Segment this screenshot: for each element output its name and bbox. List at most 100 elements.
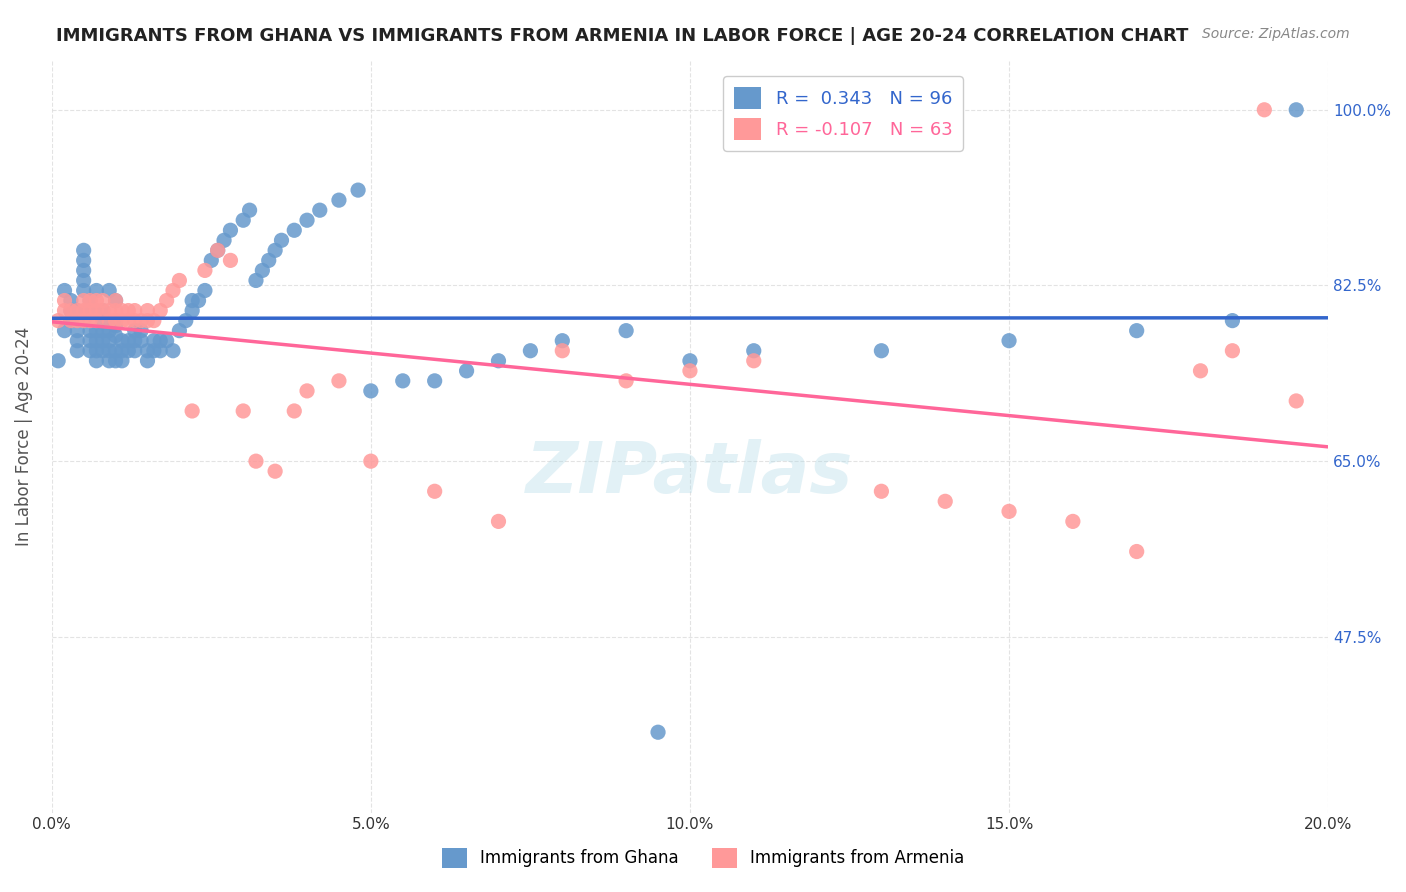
Point: [46, 313, 69, 327]
Point: [156, 334, 179, 348]
Point: [245, 454, 267, 468]
Point: [104, 353, 127, 368]
Point: [391, 374, 413, 388]
Point: [295, 213, 318, 227]
Point: [181, 293, 204, 308]
Point: [679, 353, 702, 368]
Point: [73, 263, 96, 277]
Point: [647, 725, 669, 739]
Point: [283, 404, 305, 418]
Point: [200, 253, 222, 268]
Point: [998, 504, 1021, 518]
Point: [98, 353, 121, 368]
Point: [162, 284, 184, 298]
Point: [104, 293, 127, 308]
Point: [519, 343, 541, 358]
Point: [212, 233, 235, 247]
Point: [219, 253, 242, 268]
Point: [1125, 324, 1147, 338]
Point: [66, 303, 89, 318]
Point: [86, 303, 108, 318]
Point: [136, 343, 159, 358]
Point: [207, 244, 229, 258]
Point: [169, 273, 191, 287]
Point: [679, 364, 702, 378]
Point: [423, 374, 446, 388]
Point: [91, 324, 114, 338]
Point: [59, 293, 82, 308]
Text: IMMIGRANTS FROM GHANA VS IMMIGRANTS FROM ARMENIA IN LABOR FORCE | AGE 20-24 CORR: IMMIGRANTS FROM GHANA VS IMMIGRANTS FROM…: [56, 27, 1188, 45]
Point: [347, 183, 370, 197]
Legend: Immigrants from Ghana, Immigrants from Armenia: Immigrants from Ghana, Immigrants from A…: [434, 841, 972, 875]
Point: [124, 313, 146, 327]
Point: [1253, 103, 1275, 117]
Point: [73, 284, 96, 298]
Point: [111, 353, 134, 368]
Point: [53, 324, 76, 338]
Point: [328, 193, 350, 207]
Point: [1222, 313, 1244, 327]
Point: [551, 343, 574, 358]
Point: [124, 303, 146, 318]
Point: [59, 313, 82, 327]
Point: [98, 334, 121, 348]
Point: [86, 324, 108, 338]
Point: [66, 334, 89, 348]
Point: [59, 303, 82, 318]
Point: [142, 343, 165, 358]
Point: [998, 334, 1021, 348]
Point: [1062, 515, 1084, 529]
Point: [66, 313, 89, 327]
Point: [252, 263, 274, 277]
Point: [156, 293, 179, 308]
Point: [117, 313, 139, 327]
Point: [308, 203, 330, 218]
Point: [79, 293, 101, 308]
Point: [245, 273, 267, 287]
Point: [551, 334, 574, 348]
Point: [264, 244, 287, 258]
Point: [1285, 393, 1308, 408]
Point: [270, 233, 292, 247]
Point: [111, 313, 134, 327]
Point: [46, 353, 69, 368]
Point: [136, 353, 159, 368]
Point: [86, 293, 108, 308]
Point: [934, 494, 956, 508]
Point: [73, 244, 96, 258]
Point: [104, 313, 127, 327]
Point: [239, 203, 262, 218]
Point: [73, 293, 96, 308]
Point: [742, 343, 765, 358]
Point: [53, 293, 76, 308]
Point: [194, 263, 217, 277]
Point: [66, 343, 89, 358]
Point: [124, 343, 146, 358]
Point: [149, 303, 172, 318]
Point: [91, 313, 114, 327]
Point: [136, 313, 159, 327]
Point: [79, 324, 101, 338]
Point: [86, 284, 108, 298]
Point: [79, 293, 101, 308]
Point: [870, 484, 893, 499]
Point: [66, 303, 89, 318]
Point: [1189, 364, 1212, 378]
Point: [111, 334, 134, 348]
Point: [104, 303, 127, 318]
Point: [169, 324, 191, 338]
Point: [257, 253, 280, 268]
Point: [124, 334, 146, 348]
Point: [117, 334, 139, 348]
Point: [295, 384, 318, 398]
Point: [98, 324, 121, 338]
Point: [73, 303, 96, 318]
Point: [1125, 544, 1147, 558]
Point: [742, 353, 765, 368]
Point: [66, 324, 89, 338]
Point: [129, 334, 152, 348]
Point: [129, 313, 152, 327]
Point: [79, 303, 101, 318]
Legend: R =  0.343   N = 96, R = -0.107   N = 63: R = 0.343 N = 96, R = -0.107 N = 63: [723, 76, 963, 151]
Point: [79, 334, 101, 348]
